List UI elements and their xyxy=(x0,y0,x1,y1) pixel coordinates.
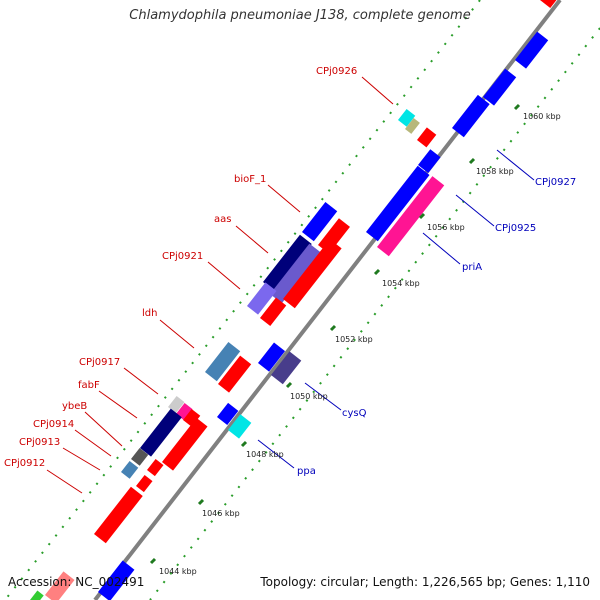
gene-red-fwd-7[interactable] xyxy=(147,459,163,476)
label-cpj0925[interactable]: CPj0925 xyxy=(495,223,536,234)
label-ldh[interactable]: ldh xyxy=(142,308,157,319)
tick-1048: 1048 kbp xyxy=(246,450,284,459)
label-ybeb[interactable]: ybeB xyxy=(62,401,87,412)
tick-labels: 1044 kbp 1046 kbp 1048 kbp 1050 kbp 1052… xyxy=(159,112,561,576)
label-ppa[interactable]: ppa xyxy=(297,466,316,477)
outer-dotted-track xyxy=(5,0,480,600)
label-cpj0926[interactable]: CPj0926 xyxy=(316,66,357,77)
gene-bottom-green[interactable] xyxy=(30,591,44,600)
label-pria[interactable]: priA xyxy=(462,262,482,273)
label-cysq[interactable]: cysQ xyxy=(342,408,367,419)
label-cpj0917[interactable]: CPj0917 xyxy=(79,357,120,368)
gene-0927-blue-2[interactable] xyxy=(483,69,516,106)
gene-red-0927-left[interactable] xyxy=(417,127,436,147)
gene-0927-blue-3[interactable] xyxy=(452,95,490,137)
map-title: Chlamydophila pneumoniae J138, complete … xyxy=(0,8,600,23)
label-aas[interactable]: aas xyxy=(214,214,231,225)
tick-1056: 1056 kbp xyxy=(427,223,465,232)
label-cpj0921[interactable]: CPj0921 xyxy=(162,251,203,262)
label-biof1[interactable]: bioF_1 xyxy=(234,174,266,185)
label-cpj0927[interactable]: CPj0927 xyxy=(535,177,576,188)
label-cpj0914[interactable]: CPj0914 xyxy=(33,419,74,430)
gene-0913-steelblue[interactable] xyxy=(121,461,138,479)
label-cpj0913[interactable]: CPj0913 xyxy=(19,437,60,448)
tick-1054: 1054 kbp xyxy=(382,279,420,288)
accession-text: Accession: NC_002491 xyxy=(8,575,144,589)
label-cpj0912[interactable]: CPj0912 xyxy=(4,458,45,469)
reverse-genes xyxy=(98,32,548,600)
tick-1044: 1044 kbp xyxy=(159,567,197,576)
tick-1060: 1060 kbp xyxy=(523,112,561,121)
tick-1052: 1052 kbp xyxy=(335,335,373,344)
gene-0912-red[interactable] xyxy=(136,475,152,492)
gene-red-fwd-8[interactable] xyxy=(94,487,143,544)
tick-1046: 1046 kbp xyxy=(202,509,240,518)
tick-1058: 1058 kbp xyxy=(476,167,514,176)
label-fabf[interactable]: fabF xyxy=(78,380,100,391)
tick-marks xyxy=(151,105,519,563)
tick-1050: 1050 kbp xyxy=(290,392,328,401)
genome-summary: Topology: circular; Length: 1,226,565 bp… xyxy=(260,575,590,589)
